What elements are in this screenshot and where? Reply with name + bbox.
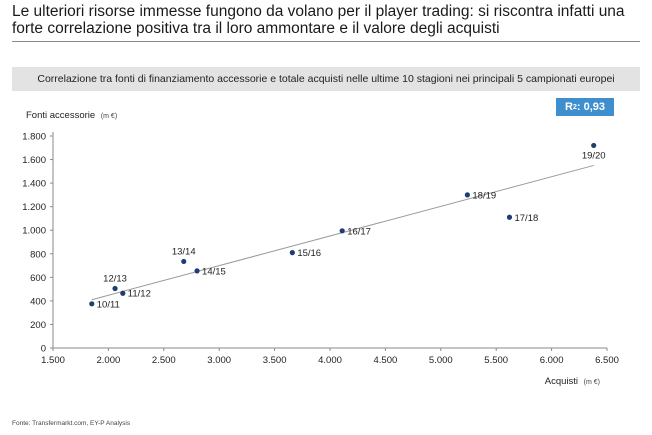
data-point — [194, 268, 200, 274]
r-squared-value: : 0,93 — [576, 101, 605, 113]
data-point-label: 14/15 — [202, 266, 226, 277]
data-point — [339, 228, 345, 234]
y-tick-label: 800 — [30, 249, 46, 260]
x-tick-label: 6.500 — [595, 355, 619, 366]
x-tick-label: 2.000 — [97, 355, 121, 366]
chart-axes: 0 200 400 600 800 1.000 1.200 1.400 1.600 1.800 1.… — [22, 132, 619, 367]
y-axis-label: Fonti accessorie — [26, 110, 95, 121]
x-axis-title: Acquisti (m €) — [545, 376, 600, 387]
y-tick-label: 600 — [30, 273, 46, 284]
data-point-label: 13/14 — [172, 246, 196, 257]
chart-subtitle-bar: Correlazione tra fonti di finanziamento … — [12, 67, 640, 91]
data-point — [591, 142, 597, 149]
data-point-label: 10/11 — [97, 299, 120, 310]
r-squared-sup: 2 — [572, 103, 577, 111]
y-tick-label: 200 — [30, 320, 46, 331]
y-axis-title: Fonti accessorie (m €) — [26, 110, 117, 121]
data-point-label: 19/20 — [582, 150, 606, 161]
data-point-label: 15/16 — [297, 248, 321, 259]
title-divider — [12, 41, 640, 42]
data-point-label: 18/19 — [472, 190, 496, 201]
source-note: Fonte: Transfermarkt.com, EY-P Analysis — [12, 420, 131, 427]
data-point — [506, 214, 513, 220]
y-tick-label: 1.400 — [22, 179, 46, 190]
x-tick-label: 1.500 — [41, 355, 65, 366]
x-tick-label: 6.000 — [540, 355, 564, 366]
x-tick-label: 3.500 — [263, 355, 287, 366]
x-axis-label: Acquisti — [545, 376, 578, 387]
y-tick-label: 1.200 — [22, 202, 46, 213]
data-point-label: 17/18 — [514, 213, 538, 224]
y-tick-label: 1.600 — [22, 155, 46, 166]
data-point-label: 16/17 — [347, 226, 371, 237]
x-tick-label: 4.500 — [374, 355, 398, 366]
x-tick-label: 5.000 — [429, 355, 453, 366]
data-point — [464, 192, 470, 198]
data-point — [112, 285, 118, 292]
y-tick-label: 400 — [30, 296, 46, 307]
chart-subtitle: Correlazione tra fonti di finanziamento … — [37, 73, 615, 85]
y-tick-label: 1.000 — [22, 226, 46, 237]
y-tick-label: 0 — [41, 344, 46, 355]
y-axis-unit: (m €) — [101, 113, 117, 120]
data-point-label: 12/13 — [103, 274, 127, 285]
data-point — [289, 250, 295, 256]
data-point-label: 11/12 — [128, 289, 151, 300]
x-tick-label: 3.000 — [207, 355, 231, 366]
x-tick-label: 5.500 — [484, 355, 508, 366]
page-title: Le ulteriori risorse immesse fungono da … — [12, 3, 625, 37]
x-axis-unit: (m €) — [584, 379, 600, 386]
y-tick-label: 1.800 — [22, 132, 46, 143]
x-tick-label: 2.500 — [152, 355, 176, 366]
data-point — [89, 301, 95, 307]
x-tick-label: 4.000 — [318, 355, 342, 366]
r-squared-label: R — [565, 101, 573, 113]
data-point — [120, 290, 126, 296]
data-point — [181, 258, 187, 265]
